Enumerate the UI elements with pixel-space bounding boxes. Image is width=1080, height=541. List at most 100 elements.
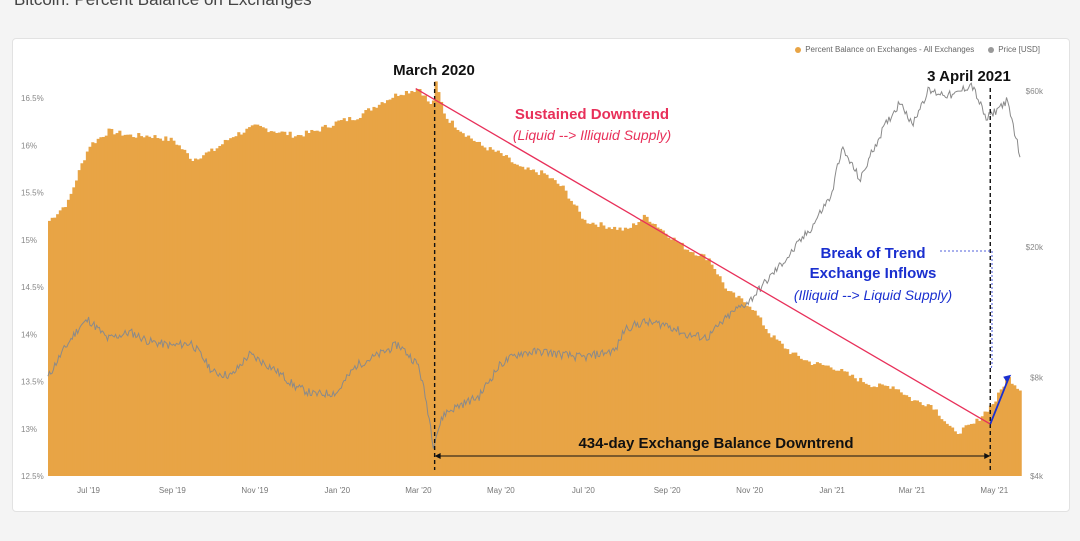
balance-bar (929, 405, 933, 476)
balance-bar (991, 404, 995, 476)
legend-item-balance[interactable]: Percent Balance on Exchanges - All Excha… (795, 45, 974, 54)
legend-label-price: Price [USD] (998, 45, 1040, 54)
balance-bar (837, 370, 841, 476)
balance-bar (926, 404, 930, 476)
x-tick-label: May '21 (980, 486, 1008, 495)
balance-bar (431, 100, 436, 477)
balance-bar (380, 102, 384, 477)
balance-bar (845, 371, 849, 476)
balance-bar (337, 120, 341, 476)
balance-bar (559, 186, 563, 476)
balance-bar (732, 292, 736, 476)
balance-bar (713, 268, 717, 476)
balance-bar (348, 117, 352, 477)
balance-bar (102, 136, 106, 476)
balance-bar (367, 108, 371, 476)
balance-bar (791, 352, 795, 476)
balance-bar (759, 317, 763, 476)
balance-bar (934, 409, 938, 476)
balance-bar (951, 427, 955, 476)
balance-bar (550, 178, 554, 476)
balance-bar (526, 167, 530, 477)
balance-bar (245, 128, 249, 477)
balance-bar (310, 129, 314, 477)
balance-bar (553, 180, 557, 476)
balance-bar (634, 225, 638, 476)
balance-bar (813, 364, 817, 476)
balance-bar (477, 141, 481, 476)
balance-bar (350, 120, 354, 476)
balance-bar (769, 337, 773, 476)
balance-bar (610, 229, 614, 476)
chart-legend: Percent Balance on Exchanges - All Excha… (795, 45, 1040, 54)
balance-bar (129, 134, 133, 477)
balance-bar (58, 210, 62, 476)
balance-bar (618, 227, 622, 476)
balance-bar (256, 124, 260, 476)
balance-bar (677, 242, 682, 476)
balance-bar (1010, 383, 1014, 476)
balance-bar (686, 249, 690, 476)
balance-bar (494, 151, 498, 476)
balance-bar (572, 204, 576, 476)
balance-bar (577, 211, 582, 476)
balance-bar (894, 389, 898, 476)
balance-bar (615, 229, 619, 476)
balance-bar (334, 121, 338, 476)
balance-bar (972, 423, 976, 476)
balance-bar (177, 145, 181, 476)
balance-bar (613, 226, 617, 476)
balance-bar (112, 134, 116, 476)
balance-bar (1002, 386, 1006, 476)
break-connector-dotted (940, 250, 993, 371)
balance-bar (656, 227, 660, 476)
balance-bar (480, 145, 484, 476)
y-left-tick-label: 13.5% (21, 378, 44, 387)
balance-bar (96, 138, 100, 476)
balance-bar (834, 370, 838, 476)
balance-bar (199, 158, 203, 476)
balance-bar (504, 155, 509, 476)
balance-bar (840, 368, 844, 476)
balance-bar (510, 162, 514, 476)
balance-bar (659, 228, 663, 476)
y-left-tick-label: 12.5% (21, 472, 44, 481)
balance-bar (786, 349, 790, 476)
balance-bar (723, 288, 728, 476)
balance-bar (402, 95, 406, 476)
balance-bar (126, 134, 130, 476)
balance-bar (764, 329, 768, 476)
balance-bar (737, 295, 741, 476)
balance-bar (832, 369, 836, 476)
balance-bar (377, 104, 381, 476)
balance-bar (567, 198, 571, 476)
balance-bar (242, 132, 246, 476)
balance-bar (77, 170, 81, 476)
balance-bar (956, 434, 960, 476)
balance-bar (507, 157, 511, 476)
balance-bar (185, 153, 189, 476)
balance-bar (775, 339, 779, 476)
balance-bar (632, 223, 636, 476)
balance-bar (188, 158, 192, 477)
balance-bar (983, 411, 987, 476)
annotation-sustained-downtrend: Sustained Downtrend (515, 106, 669, 123)
balance-bar (315, 130, 319, 476)
annotation-exchange-inflows: Exchange Inflows (810, 265, 937, 282)
balance-bar (258, 125, 262, 477)
balance-bar (56, 214, 60, 476)
legend-item-price[interactable]: Price [USD] (988, 45, 1040, 54)
balance-bar (961, 427, 965, 476)
x-tick-label: Sep '19 (159, 486, 186, 495)
balance-bar (202, 155, 206, 476)
balance-bar (421, 95, 425, 476)
balance-bar (237, 132, 241, 476)
balance-bar (742, 302, 746, 476)
balance-bar (137, 133, 141, 477)
balance-bar (423, 95, 427, 476)
balance-bar (826, 365, 830, 476)
balance-bar (594, 224, 598, 476)
x-tick-label: Jan '20 (325, 486, 351, 495)
balance-bar (383, 103, 387, 477)
balance-bar (640, 219, 644, 476)
